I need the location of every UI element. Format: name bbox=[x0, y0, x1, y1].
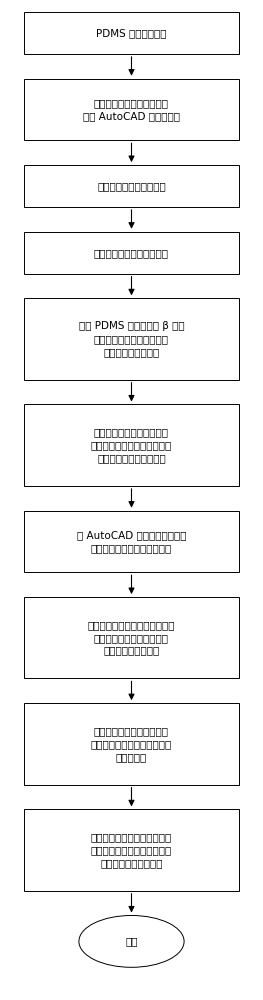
Text: 将型钢两截面关键点的三维
坐标分别投影到正交平面，获
得型钢三视图的二维坐标: 将型钢两截面关键点的三维 坐标分别投影到正交平面，获 得型钢三视图的二维坐标 bbox=[91, 427, 172, 463]
FancyBboxPatch shape bbox=[24, 232, 239, 274]
Text: 根据支架编号读取数据并记
录为 AutoCAD 三维点坐标: 根据支架编号读取数据并记 录为 AutoCAD 三维点坐标 bbox=[83, 98, 180, 121]
FancyBboxPatch shape bbox=[24, 809, 239, 891]
FancyBboxPatch shape bbox=[24, 79, 239, 140]
Text: 结束: 结束 bbox=[125, 936, 138, 946]
FancyBboxPatch shape bbox=[24, 404, 239, 486]
Text: 根据 PDMS 模型型钢的 β 角度
和两端面向量确定型钢两截
面关键点的三维坐标: 根据 PDMS 模型型钢的 β 角度 和两端面向量确定型钢两截 面关键点的三维坐… bbox=[79, 321, 184, 357]
Text: 统计材料，读取材料信息库并
按格式要求生成材料表，根据
坐标信息标注零件号。: 统计材料，读取材料信息库并 按格式要求生成材料表，根据 坐标信息标注零件号。 bbox=[91, 832, 172, 868]
Text: 根据标准部件（管卡，底板等）
的旋转方向属性确定标准部
件各视图的对应关系: 根据标准部件（管卡，底板等） 的旋转方向属性确定标准部 件各视图的对应关系 bbox=[88, 620, 175, 656]
FancyBboxPatch shape bbox=[24, 597, 239, 678]
Text: PDMS 批量导出信息: PDMS 批量导出信息 bbox=[96, 28, 167, 38]
Text: 在 AutoCAD 中按照三视图原理
连接二维点，得到型钢三视图: 在 AutoCAD 中按照三视图原理 连接二维点，得到型钢三视图 bbox=[77, 530, 186, 553]
FancyBboxPatch shape bbox=[24, 703, 239, 785]
Text: 整体坐标旋转到正视图方向: 整体坐标旋转到正视图方向 bbox=[94, 248, 169, 258]
FancyBboxPatch shape bbox=[24, 165, 239, 207]
FancyBboxPatch shape bbox=[24, 12, 239, 54]
Text: 根据标准部件位置和视图在
三视图中插入图块，完成标准
部件三视图: 根据标准部件位置和视图在 三视图中插入图块，完成标准 部件三视图 bbox=[91, 726, 172, 762]
FancyBboxPatch shape bbox=[24, 298, 239, 380]
FancyBboxPatch shape bbox=[24, 511, 239, 572]
Text: 整体坐标平移到原点附近: 整体坐标平移到原点附近 bbox=[97, 181, 166, 191]
Ellipse shape bbox=[79, 915, 184, 967]
